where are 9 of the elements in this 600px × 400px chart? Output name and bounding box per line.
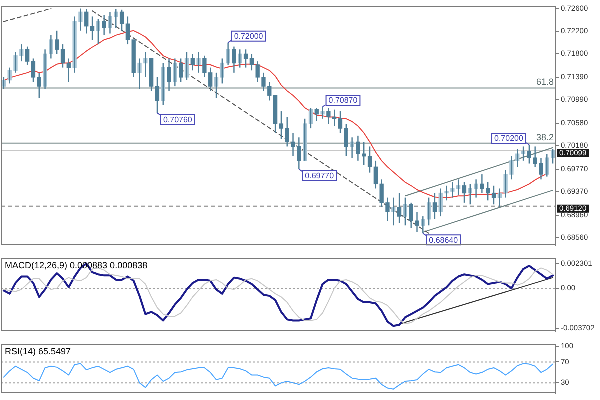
text: 0.70760 bbox=[163, 115, 192, 124]
text: 0.70200 bbox=[494, 134, 524, 144]
text: 0.70870 bbox=[328, 96, 358, 106]
text: 0.72000 bbox=[234, 32, 264, 42]
chart-title: RSI(14) 65.5497 bbox=[5, 346, 72, 356]
text: 0.69770 bbox=[305, 172, 334, 181]
annotation: 61.8 bbox=[536, 77, 554, 88]
text: 0.68640 bbox=[429, 236, 458, 245]
annotation: 38.2 bbox=[536, 132, 554, 142]
